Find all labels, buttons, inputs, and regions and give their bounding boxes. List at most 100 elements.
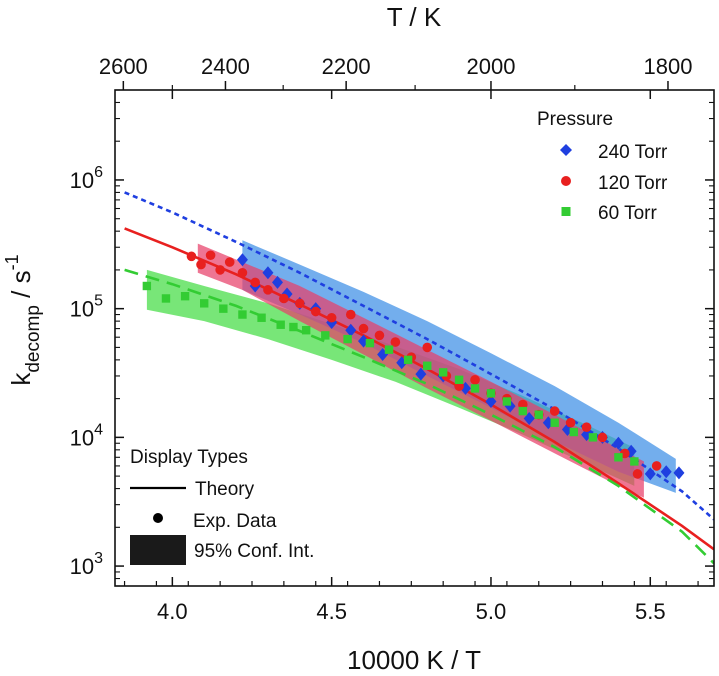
data-point-240-torr bbox=[644, 467, 656, 481]
legend-data-dot bbox=[153, 513, 163, 523]
data-point-240-torr bbox=[236, 253, 248, 267]
data-point-120-torr bbox=[186, 251, 197, 262]
data-point-60-torr bbox=[454, 375, 464, 385]
y-title-unit: / s bbox=[6, 270, 36, 305]
data-point-60-torr bbox=[276, 320, 285, 329]
data-point-120-torr bbox=[215, 265, 225, 275]
data-point-60-torr bbox=[384, 345, 394, 354]
top-tick-label: 2600 bbox=[99, 54, 148, 79]
data-point-60-torr bbox=[403, 355, 413, 365]
data-point-120-torr bbox=[549, 406, 560, 416]
y-title-sub: decomp bbox=[23, 305, 44, 373]
data-point-60-torr bbox=[142, 281, 152, 291]
legend-marker-120-torr bbox=[561, 176, 571, 186]
data-point-60-torr bbox=[630, 457, 639, 466]
data-point-60-torr bbox=[343, 334, 352, 344]
y-axis-title: kdecomp / s-1 bbox=[2, 254, 44, 385]
data-point-120-torr bbox=[358, 323, 369, 334]
data-point-240-torr bbox=[485, 394, 497, 408]
data-point-240-torr bbox=[262, 266, 274, 280]
legend-label-240-torr: 240 Torr bbox=[598, 142, 668, 163]
data-point-240-torr bbox=[523, 412, 535, 426]
data-point-60-torr bbox=[219, 304, 228, 313]
pressure-legend: Pressure 240 Torr 120 Torr 60 Torr bbox=[537, 109, 668, 224]
data-point-60-torr bbox=[588, 433, 598, 442]
data-point-60-torr bbox=[161, 294, 171, 303]
data-point-120-torr bbox=[345, 309, 356, 320]
data-point-60-torr bbox=[301, 326, 311, 335]
top-tick-label: 2000 bbox=[466, 54, 515, 79]
y-tick-label: 104 bbox=[70, 421, 103, 450]
data-point-60-torr bbox=[180, 291, 190, 301]
data-point-240-torr bbox=[345, 323, 357, 337]
top-tick-label: 2400 bbox=[201, 54, 250, 79]
legend-marker-240-torr bbox=[560, 144, 572, 156]
legend-label-exp-data: Exp. Data bbox=[193, 511, 277, 532]
data-point-120-torr bbox=[294, 298, 305, 309]
data-point-60-torr bbox=[518, 406, 528, 416]
x-axis-title: 10000 K / T bbox=[347, 645, 481, 675]
data-point-60-torr bbox=[534, 410, 543, 419]
y-tick-label: 106 bbox=[70, 164, 103, 193]
data-point-240-torr bbox=[612, 436, 624, 450]
data-point-120-torr bbox=[263, 285, 273, 295]
theory-line-60-torr bbox=[124, 268, 714, 565]
data-point-120-torr bbox=[390, 337, 401, 347]
y-tick-label: 103 bbox=[70, 550, 103, 579]
data-point-240-torr bbox=[673, 466, 685, 480]
legend-conf-band bbox=[130, 535, 186, 565]
legend-label-60-torr: 60 Torr bbox=[598, 203, 657, 224]
data-point-120-torr bbox=[224, 257, 235, 267]
x-tick-label: 4.5 bbox=[316, 599, 347, 624]
data-point-120-torr bbox=[374, 330, 385, 341]
data-point-120-torr bbox=[326, 312, 337, 323]
top-axis-title: T / K bbox=[387, 2, 442, 32]
data-point-120-torr bbox=[237, 267, 248, 278]
top-tick-label: 2200 bbox=[322, 54, 371, 79]
axes: 4.0 4.5 5.0 5.5 2600 2400 2200 2000 1800 103 104 10… bbox=[70, 54, 714, 624]
x-tick-label: 4.0 bbox=[157, 599, 188, 624]
data-point-120-torr bbox=[565, 417, 576, 428]
y-title-sup: -1 bbox=[2, 254, 22, 270]
data-point-60-torr bbox=[423, 361, 432, 370]
data-point-60-torr bbox=[614, 453, 623, 462]
x-tick-label: 5.5 bbox=[635, 599, 666, 624]
display-legend-title: Display Types bbox=[130, 447, 248, 468]
experimental-points bbox=[142, 250, 685, 481]
data-point-240-torr bbox=[660, 465, 672, 479]
data-point-120-torr bbox=[581, 422, 592, 432]
data-point-60-torr bbox=[321, 331, 330, 340]
data-point-60-torr bbox=[438, 368, 448, 377]
legend-label-conf-int: 95% Conf. Int. bbox=[194, 541, 314, 562]
data-point-60-torr bbox=[569, 427, 579, 437]
data-point-60-torr bbox=[365, 338, 375, 348]
data-point-120-torr bbox=[422, 342, 433, 353]
data-point-60-torr bbox=[257, 313, 266, 322]
data-point-120-torr bbox=[196, 259, 206, 270]
x-tick-label: 5.0 bbox=[476, 599, 507, 624]
data-point-120-torr bbox=[310, 306, 321, 317]
legend-label-120-torr: 120 Torr bbox=[598, 173, 668, 194]
data-point-240-torr bbox=[271, 275, 283, 289]
data-point-120-torr bbox=[279, 293, 289, 304]
conf-band-60-torr bbox=[146, 269, 635, 486]
legend-label-theory: Theory bbox=[195, 479, 255, 500]
data-point-120-torr bbox=[632, 469, 643, 479]
data-point-60-torr bbox=[200, 299, 209, 308]
data-point-60-torr bbox=[238, 310, 247, 319]
y-title-main: k bbox=[6, 372, 36, 386]
data-point-60-torr bbox=[502, 397, 512, 406]
data-point-240-torr bbox=[415, 367, 427, 381]
legend-marker-60-torr bbox=[561, 207, 571, 216]
plot-frame bbox=[114, 89, 715, 587]
theory-line-240-torr bbox=[124, 191, 714, 521]
data-point-120-torr bbox=[470, 375, 480, 385]
data-point-60-torr bbox=[486, 389, 496, 398]
data-point-120-torr bbox=[597, 432, 608, 443]
data-point-60-torr bbox=[470, 384, 480, 393]
data-point-120-torr bbox=[205, 250, 216, 261]
display-types-legend: Display Types Theory Exp. Data 95% Conf.… bbox=[130, 447, 314, 565]
pressure-legend-title: Pressure bbox=[537, 109, 613, 130]
top-tick-label: 1800 bbox=[644, 54, 693, 79]
